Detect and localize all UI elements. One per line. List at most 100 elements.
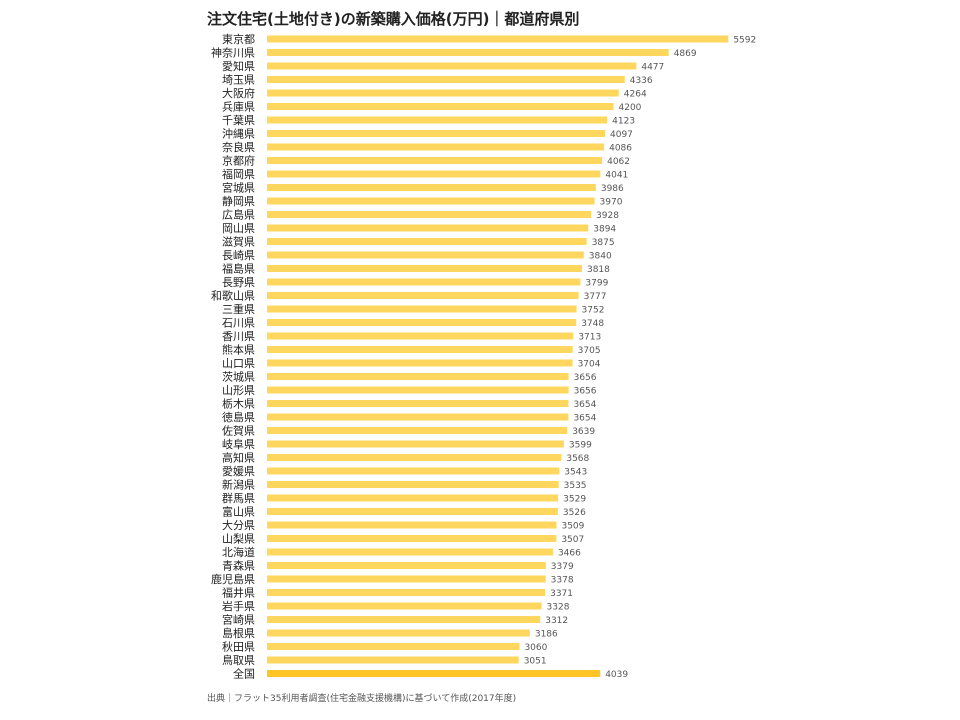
bar: [267, 400, 569, 407]
bar: [267, 224, 589, 232]
value-label: 4336: [630, 76, 653, 86]
value-label: 4086: [609, 144, 632, 154]
bar: [267, 454, 562, 461]
bar: [267, 427, 568, 434]
category-label: 石川県: [222, 317, 255, 330]
value-label: 4097: [610, 130, 633, 140]
bar: [267, 35, 729, 43]
value-label: 3656: [574, 387, 597, 397]
bar: [267, 62, 637, 70]
bar: [267, 629, 530, 637]
value-label: 3654: [573, 400, 596, 410]
category-label: 佐賀県: [222, 424, 255, 438]
value-label: 3378: [551, 576, 574, 586]
bar: [267, 143, 605, 151]
category-label: 長崎県: [222, 248, 255, 262]
category-label: 香川県: [222, 330, 255, 343]
bar: [267, 319, 577, 326]
bar: [267, 508, 558, 515]
value-label: 3379: [551, 562, 574, 572]
category-label: 山形県: [222, 384, 255, 397]
bar: [267, 643, 520, 650]
value-label: 3704: [578, 360, 601, 370]
value-label: 3970: [600, 198, 623, 208]
bar: [267, 305, 577, 313]
bar: [267, 467, 560, 475]
category-label: 長野県: [222, 276, 255, 289]
category-label: 宮崎県: [222, 613, 255, 627]
value-label: 4869: [674, 49, 697, 59]
category-label: 秋田県: [222, 640, 255, 654]
category-label: 埼玉県: [222, 73, 255, 87]
value-label: 3705: [578, 346, 601, 356]
value-label: 3186: [535, 630, 558, 640]
category-label: 高知県: [222, 451, 255, 465]
value-label: 4039: [605, 670, 628, 680]
value-label: 3748: [581, 319, 604, 329]
category-label: 鳥取県: [222, 653, 255, 667]
bar: [267, 386, 569, 394]
bar: [267, 211, 592, 218]
category-label: 神奈川県: [211, 46, 255, 60]
bar: [267, 494, 559, 502]
bar: [267, 670, 601, 677]
category-label: 大分県: [222, 518, 255, 532]
category-label: 岩手県: [222, 599, 255, 613]
value-label: 3777: [584, 292, 607, 302]
value-label: 3526: [563, 508, 586, 518]
bar: [267, 238, 587, 245]
category-label: 栃木県: [222, 397, 255, 411]
bar: [267, 170, 601, 178]
bar: [267, 265, 582, 272]
bar: [267, 535, 557, 542]
value-label: 3894: [593, 225, 616, 235]
category-label: 福岡県: [222, 167, 255, 181]
bar: [267, 278, 581, 286]
chart-source-note: 出典｜フラット35利用者調査(住宅金融支援機構)に基づいて作成(2017年度): [207, 694, 517, 704]
value-label: 4264: [624, 90, 647, 100]
category-label: 奈良県: [222, 140, 255, 154]
bar: [267, 548, 553, 556]
bar: [267, 575, 546, 583]
chart-title: 注文住宅(土地付き)の新築購入価格(万円)｜都道府県別: [207, 10, 580, 28]
category-label: 和歌山県: [211, 289, 255, 303]
category-label: 熊本県: [222, 343, 255, 357]
category-label: 兵庫県: [222, 100, 255, 114]
bar: [267, 197, 595, 205]
value-label: 3928: [596, 211, 619, 221]
category-label: 愛媛県: [222, 464, 255, 478]
category-label: 三重県: [222, 302, 255, 316]
value-label: 3312: [545, 616, 568, 626]
value-label: 3799: [585, 279, 608, 289]
bar: [267, 373, 569, 380]
bar: [267, 481, 559, 488]
category-label: 沖縄県: [222, 127, 255, 141]
category-label: 福島県: [222, 262, 255, 276]
value-label: 3060: [524, 643, 547, 653]
bar: [267, 616, 541, 623]
bar: [267, 49, 669, 56]
value-label: 3840: [589, 252, 612, 262]
bar: [267, 130, 606, 137]
category-label: 山梨県: [222, 532, 255, 546]
value-label: 3986: [601, 184, 624, 194]
category-label: 滋賀県: [222, 236, 255, 249]
bar: [267, 184, 596, 191]
bar: [267, 76, 625, 83]
value-label: 3507: [561, 535, 584, 545]
value-label: 3599: [569, 441, 592, 451]
category-label: 徳島県: [222, 410, 255, 424]
value-label: 3639: [572, 427, 595, 437]
bar: [267, 89, 619, 97]
bar: [267, 332, 574, 340]
value-label: 4062: [607, 157, 630, 167]
bar: [267, 413, 569, 421]
value-label: 3529: [563, 495, 586, 505]
category-label: 静岡県: [222, 194, 255, 208]
value-label: 5592: [733, 36, 756, 46]
category-label: 北海道: [222, 545, 255, 559]
bar: [267, 292, 579, 299]
category-label: 全国: [233, 667, 255, 681]
bar: [267, 251, 584, 259]
category-label: 島根県: [222, 626, 255, 640]
